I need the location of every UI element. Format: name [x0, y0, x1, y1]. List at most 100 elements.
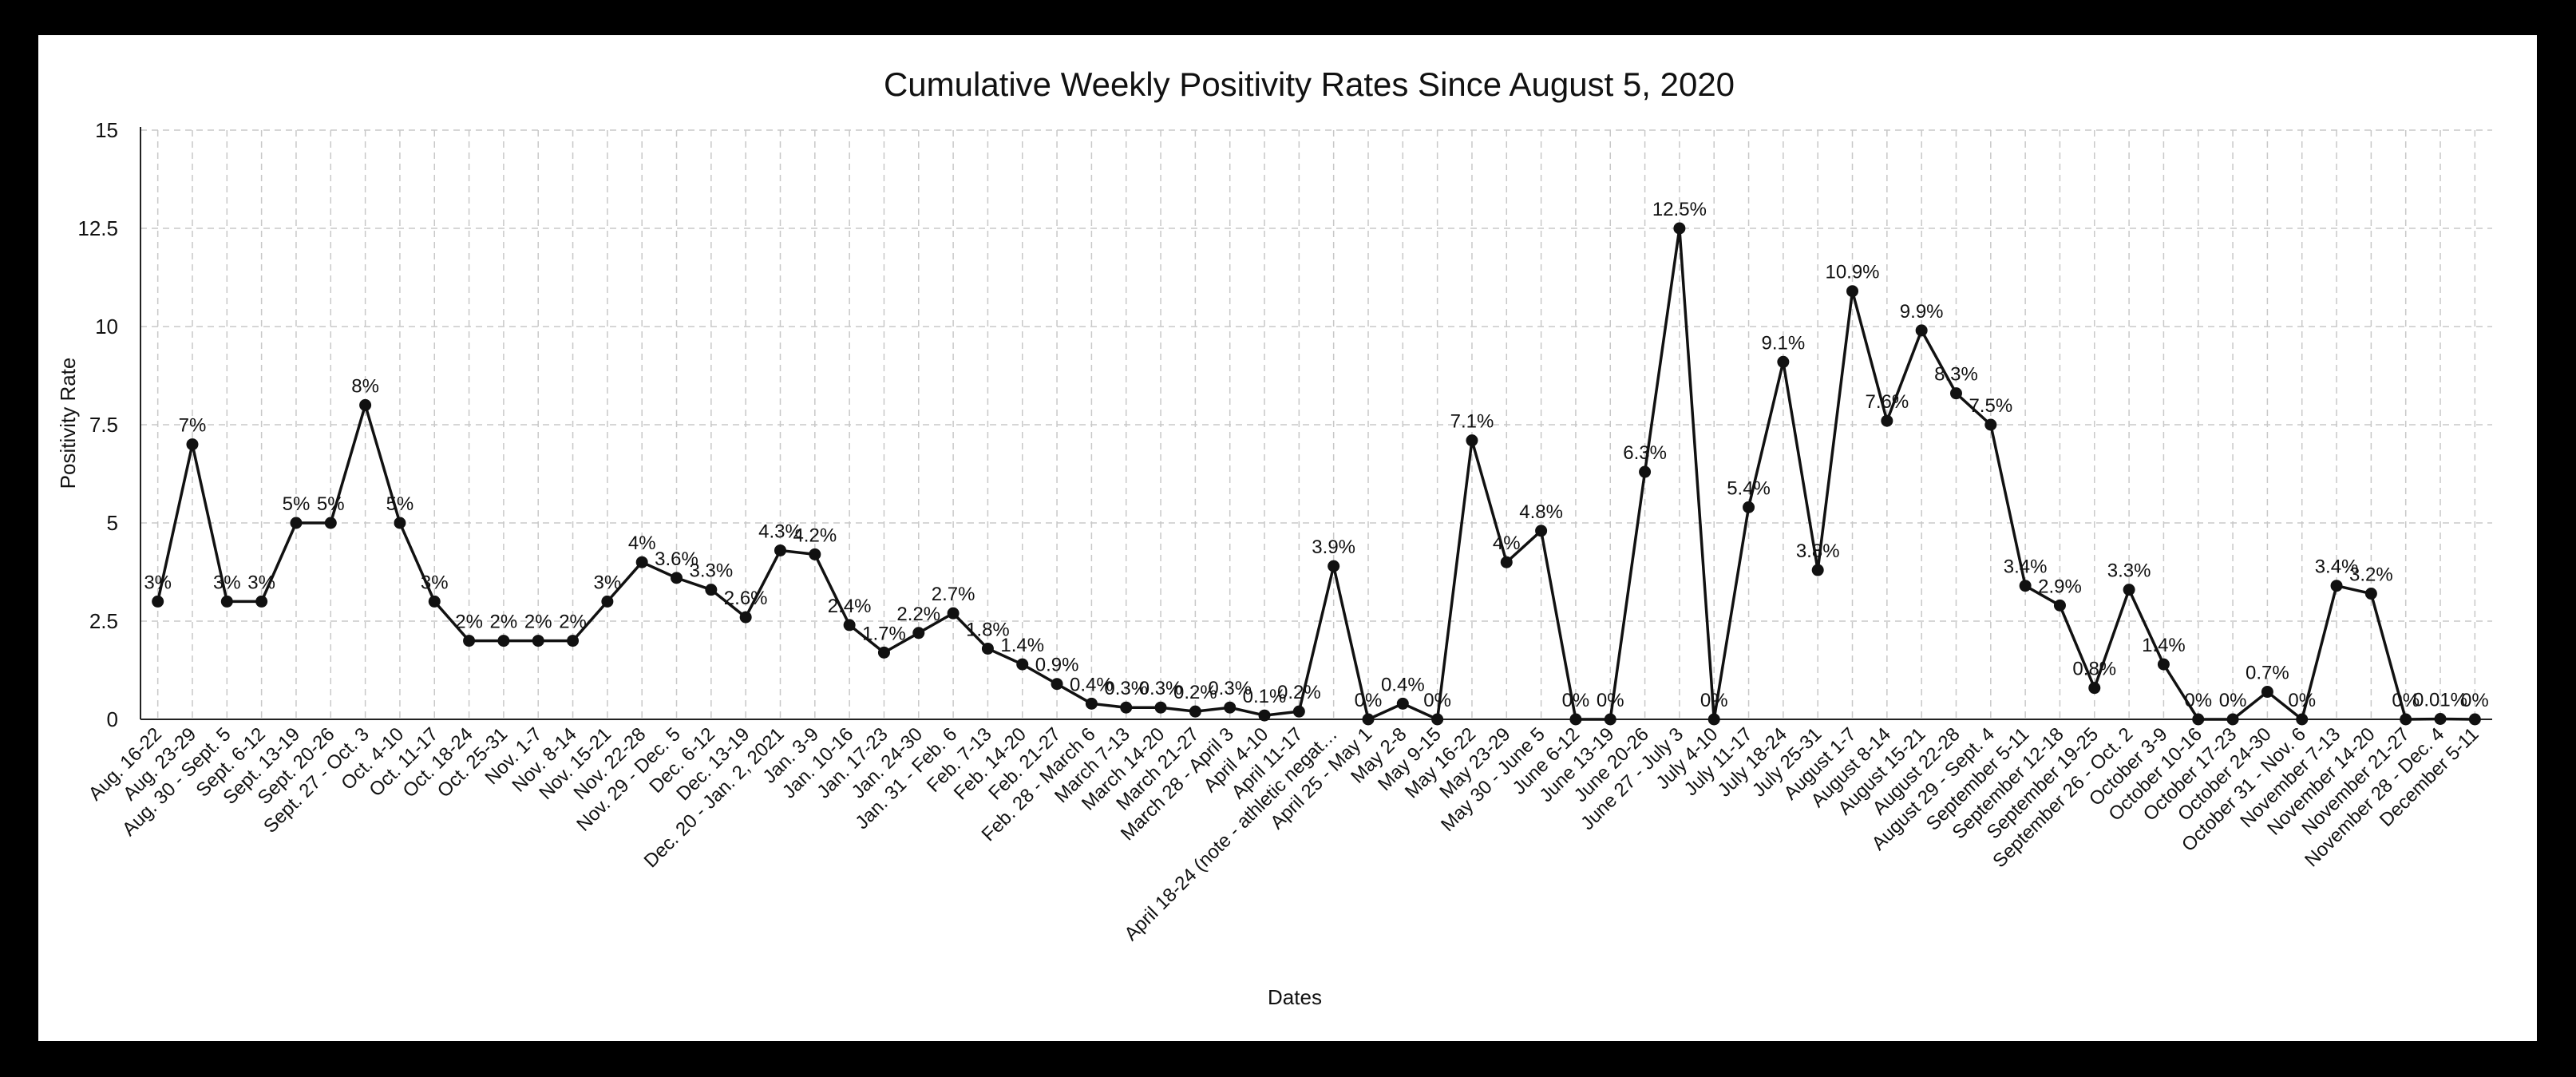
- data-label: 0.2%: [1173, 682, 1217, 703]
- data-point: [1396, 697, 1409, 710]
- data-label: 3.2%: [2349, 564, 2393, 586]
- data-label: 0.8%: [2072, 659, 2116, 680]
- data-label: 3.8%: [1796, 540, 1840, 562]
- data-point: [532, 635, 544, 647]
- data-point: [1016, 658, 1029, 671]
- data-point: [463, 635, 476, 647]
- data-point: [2296, 713, 2309, 726]
- data-label: 2%: [524, 612, 552, 633]
- data-label: 8.3%: [1934, 364, 1978, 386]
- data-point: [2088, 682, 2101, 695]
- data-point: [1604, 713, 1616, 726]
- data-point: [1362, 713, 1375, 726]
- data-label: 3.3%: [689, 560, 733, 582]
- data-point: [1639, 465, 1652, 478]
- data-label: 3%: [421, 572, 449, 593]
- data-point: [1673, 222, 1686, 235]
- data-label: 7.1%: [1450, 411, 1494, 433]
- data-point: [1949, 387, 1962, 400]
- data-point: [1154, 701, 1167, 714]
- data-label: 1.7%: [862, 623, 906, 644]
- data-label: 0.3%: [1104, 678, 1148, 699]
- data-point: [186, 438, 199, 451]
- data-label: 0.4%: [1070, 674, 1114, 695]
- data-label: 4.3%: [758, 521, 802, 542]
- data-point: [567, 635, 580, 647]
- chart-frame: Cumulative Weekly Positivity Rates Since…: [14, 14, 2562, 1063]
- axes: [140, 127, 2492, 720]
- y-tick-label: 2.5: [89, 609, 118, 633]
- data-label: 4%: [628, 533, 656, 554]
- data-point: [1811, 564, 1824, 576]
- data-label: 3%: [213, 572, 241, 593]
- data-point: [705, 584, 718, 596]
- data-point: [912, 627, 925, 639]
- data-point: [1881, 414, 1893, 427]
- data-label: 4.2%: [793, 525, 837, 546]
- data-label: 0%: [2219, 690, 2247, 711]
- data-label: 0.3%: [1139, 678, 1183, 699]
- data-point: [1984, 418, 1997, 431]
- data-point: [1569, 713, 1582, 726]
- data-label: 3.4%: [2315, 556, 2359, 578]
- data-label: 7.5%: [1969, 395, 2012, 417]
- data-label: 0%: [1355, 690, 1383, 711]
- data-point: [152, 595, 164, 608]
- data-point: [1915, 324, 1928, 337]
- data-point: [601, 595, 614, 608]
- data-point: [877, 646, 890, 659]
- data-point: [2400, 713, 2412, 726]
- data-point: [947, 607, 960, 620]
- data-label: 0.1%: [1243, 686, 1287, 707]
- data-point: [809, 548, 821, 560]
- data-label: 5%: [283, 493, 311, 515]
- data-point: [1051, 678, 1063, 691]
- data-label: 2.6%: [724, 588, 768, 609]
- data-label: 9.1%: [1762, 332, 1806, 354]
- data-point: [324, 517, 337, 529]
- data-label: 5%: [317, 493, 345, 515]
- y-tick-label: 7.5: [89, 413, 118, 437]
- data-label: 3%: [594, 572, 622, 593]
- data-point: [739, 611, 752, 624]
- data-label: 1.4%: [2142, 635, 2186, 656]
- line-chart: Cumulative Weekly Positivity Rates Since…: [56, 65, 2492, 1009]
- data-point: [1846, 285, 1859, 298]
- data-label: 0.01%: [2413, 690, 2467, 711]
- data-label: 3.4%: [2004, 556, 2048, 578]
- data-point: [394, 517, 406, 529]
- data-point: [2053, 599, 2066, 612]
- data-point: [1466, 434, 1478, 447]
- data-label: 0%: [1597, 690, 1624, 711]
- data-label: 5%: [386, 493, 414, 515]
- data-label: 0.7%: [2246, 663, 2289, 684]
- data-label: 0%: [1423, 690, 1451, 711]
- data-point: [1535, 525, 1548, 537]
- data-label: 3.3%: [2107, 560, 2151, 582]
- data-label: 5.4%: [1727, 477, 1771, 499]
- data-label: 3.6%: [655, 548, 698, 570]
- data-label: 2%: [559, 612, 587, 633]
- data-label: 2.7%: [932, 584, 975, 605]
- data-label: 0.2%: [1277, 682, 1321, 703]
- data-point: [2261, 686, 2273, 699]
- data-point: [1292, 705, 1305, 718]
- data-label: 0%: [2461, 690, 2489, 711]
- data-point: [428, 595, 441, 608]
- y-tick-label: 15: [95, 118, 118, 142]
- data-point: [843, 619, 856, 632]
- data-point: [2157, 658, 2170, 671]
- data-point: [2330, 580, 2343, 592]
- data-label: 0%: [1700, 690, 1728, 711]
- data-point: [1743, 501, 1755, 513]
- data-label: 0%: [2392, 690, 2420, 711]
- y-tick-label: 12.5: [77, 216, 118, 240]
- data-label: 0.4%: [1381, 674, 1425, 695]
- data-label: 3.9%: [1312, 537, 1355, 558]
- data-label: 6.3%: [1623, 442, 1667, 464]
- data-point: [290, 517, 303, 529]
- y-tick-label: 5: [107, 511, 118, 535]
- y-tick-label: 10: [95, 315, 118, 339]
- data-point: [1500, 556, 1513, 568]
- data-label: 9.9%: [1900, 301, 1944, 323]
